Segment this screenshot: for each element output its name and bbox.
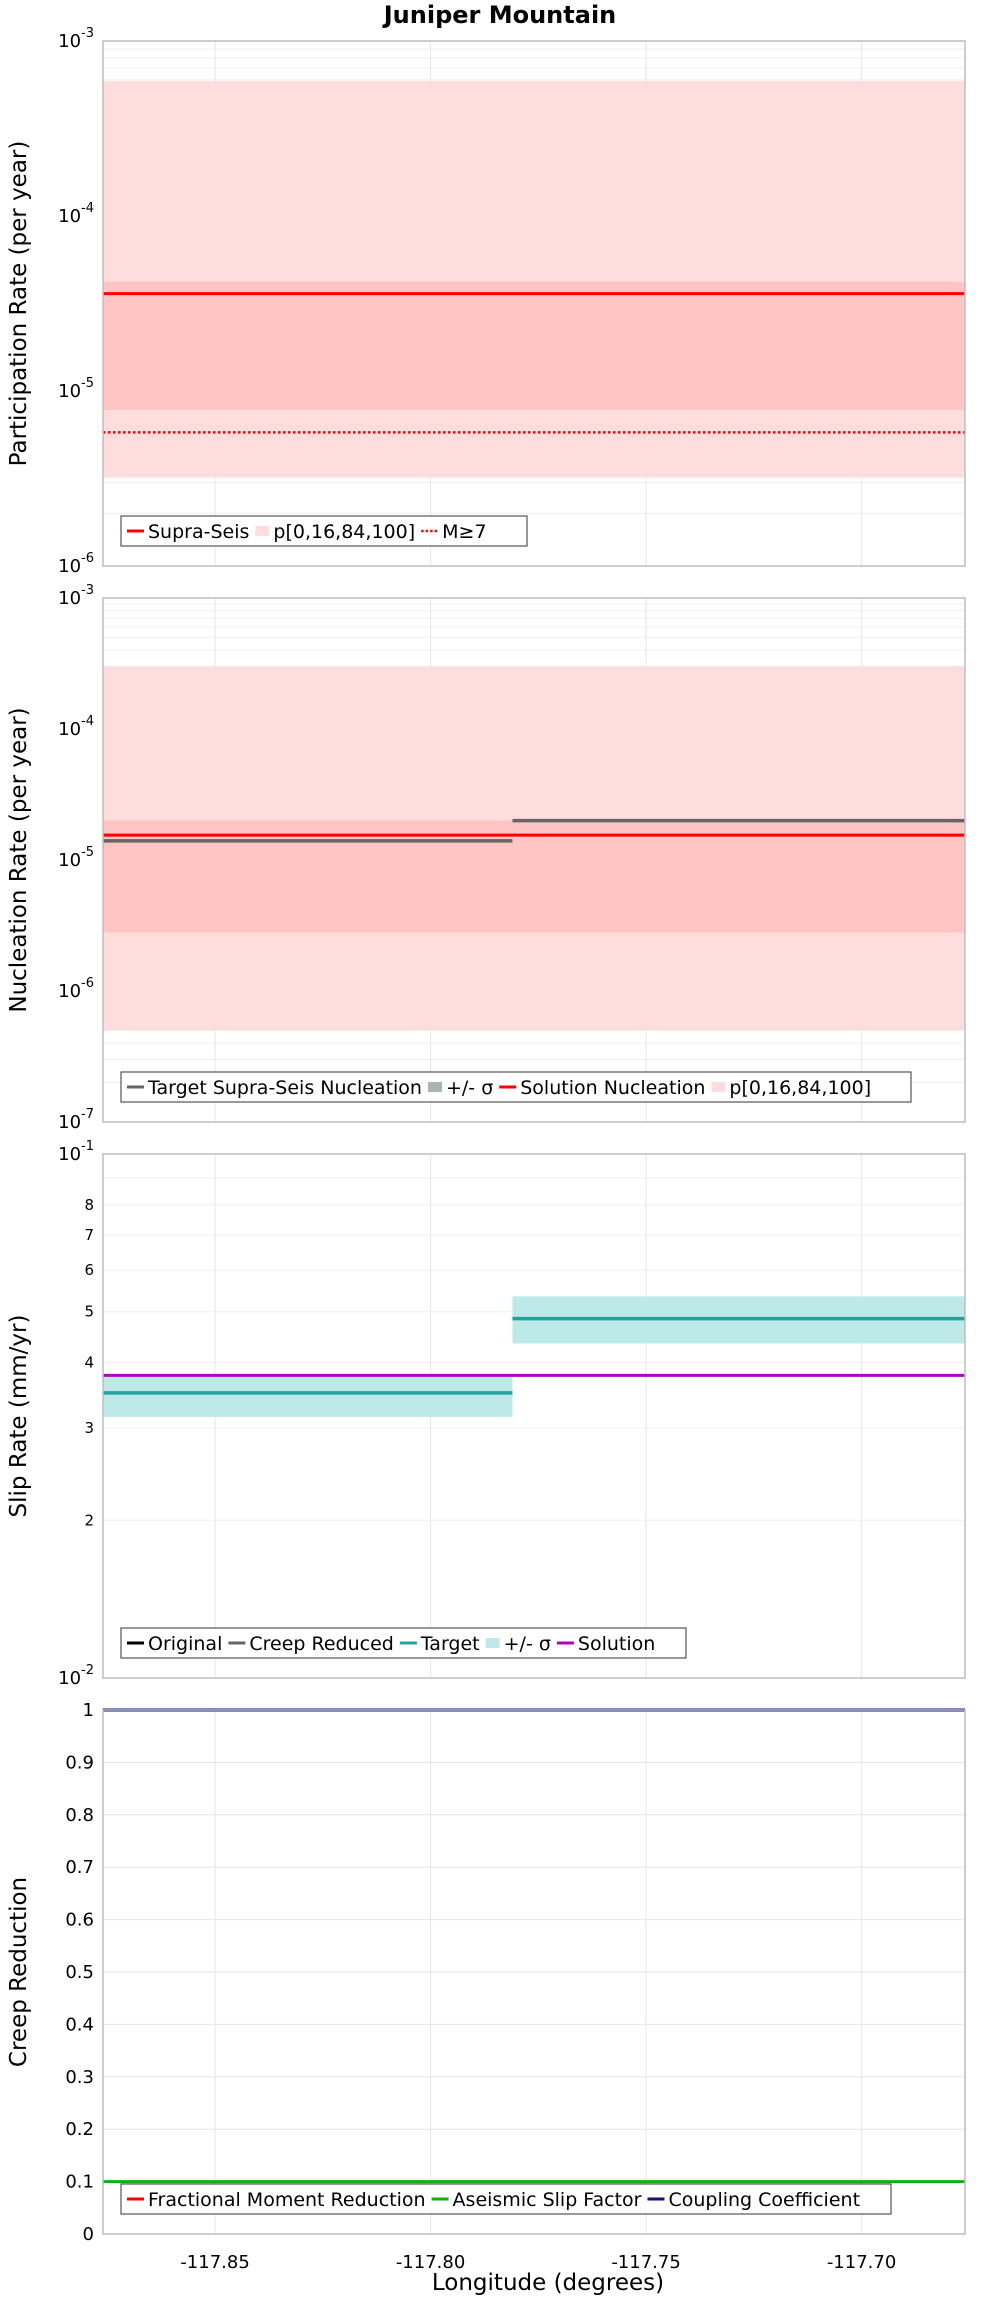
legend-label: Target Supra-Seis Nucleation bbox=[147, 1077, 422, 1099]
y-tick-base: 10 bbox=[58, 381, 81, 402]
x-tick-label: -117.85 bbox=[180, 2252, 249, 2273]
y-minor-tick-label: 4 bbox=[84, 1354, 94, 1372]
plot-frame bbox=[102, 1709, 966, 2235]
y-tick-exponent: -7 bbox=[81, 1107, 94, 1122]
y-tick-label: 0.5 bbox=[65, 1962, 94, 1983]
x-tick-label: -117.80 bbox=[396, 2252, 465, 2273]
y-tick-base: 10 bbox=[58, 556, 81, 577]
y-tick-exponent: -5 bbox=[81, 845, 94, 860]
chart-title: Juniper Mountain bbox=[382, 1, 617, 29]
y-tick-base: 10 bbox=[58, 1144, 81, 1165]
y-tick-label: 0.6 bbox=[65, 1910, 94, 1931]
plot-frame bbox=[102, 40, 966, 567]
y-tick-label: 10-6 bbox=[58, 551, 94, 577]
legend-label: +/- σ bbox=[446, 1077, 493, 1099]
y-minor-tick-label: 8 bbox=[84, 1196, 94, 1214]
y-tick-label: 10-7 bbox=[58, 1107, 94, 1133]
y-tick-exponent: -3 bbox=[81, 26, 94, 41]
x-tick-label: -117.70 bbox=[827, 2252, 896, 2273]
band-5 bbox=[103, 820, 965, 933]
y-tick-base: 10 bbox=[58, 1112, 81, 1133]
y-tick-label: 10-5 bbox=[58, 376, 94, 402]
y-tick-label: 1 bbox=[83, 1700, 94, 1721]
legend-label: Supra-Seis bbox=[148, 521, 249, 543]
y-tick-label: 10-4 bbox=[58, 714, 94, 740]
plot-frame bbox=[102, 1153, 966, 1679]
y-tick-label: 0.7 bbox=[65, 1857, 94, 1878]
y-tick-exponent: -5 bbox=[81, 376, 94, 391]
y-tick-label: 10-5 bbox=[58, 845, 94, 871]
legend-swatch bbox=[711, 1082, 726, 1092]
y-axis-label: Participation Rate (per year) bbox=[6, 141, 32, 467]
y-tick-label: 10-3 bbox=[58, 583, 94, 609]
y-tick-label: 0 bbox=[83, 2224, 94, 2245]
y-tick-base: 10 bbox=[58, 850, 81, 871]
legend-label: Target bbox=[420, 1633, 480, 1655]
legend-label: Creep Reduced bbox=[249, 1633, 393, 1655]
legend-box bbox=[120, 515, 528, 547]
y-tick-exponent: -2 bbox=[81, 1663, 94, 1678]
y-axis-label: Nucleation Rate (per year) bbox=[6, 707, 32, 1012]
y-tick-label: 0.1 bbox=[65, 2172, 94, 2193]
x-axis-label: Longitude (degrees) bbox=[432, 2270, 664, 2296]
y-tick-exponent: -4 bbox=[81, 714, 94, 729]
y-axis-label: Creep Reduction bbox=[6, 1877, 32, 2067]
y-tick-label: 0.4 bbox=[65, 2014, 94, 2035]
legend-swatch bbox=[427, 1082, 442, 1092]
y-tick-base: 10 bbox=[58, 981, 81, 1002]
y-minor-tick-label: 3 bbox=[84, 1419, 94, 1437]
y-tick-label: 10-4 bbox=[58, 201, 94, 227]
y-minor-tick-label: 7 bbox=[84, 1226, 94, 1244]
legend-label: Fractional Moment Reduction bbox=[148, 2189, 426, 2211]
y-tick-label: 0.2 bbox=[65, 2119, 94, 2140]
legend-swatch bbox=[255, 526, 270, 536]
y-minor-tick-label: 5 bbox=[84, 1303, 94, 1321]
band-2 bbox=[103, 81, 965, 478]
y-tick-exponent: -3 bbox=[81, 583, 94, 598]
y-tick-base: 10 bbox=[58, 1668, 81, 1689]
legend-label: +/- σ bbox=[504, 1633, 551, 1655]
legend-label: p[0,16,84,100] bbox=[273, 521, 415, 543]
y-tick-base: 10 bbox=[58, 206, 81, 227]
y-tick-label: 0.9 bbox=[65, 1752, 94, 1773]
band-4-1 bbox=[103, 1374, 513, 1417]
y-axis-label: Slip Rate (mm/yr) bbox=[6, 1315, 32, 1518]
legend-label: Solution Nucleation bbox=[520, 1077, 705, 1099]
y-tick-label: 10-3 bbox=[58, 26, 94, 52]
band-3 bbox=[103, 281, 965, 410]
legend-label: Coupling Coefficient bbox=[668, 2189, 860, 2211]
legend-label: Original bbox=[148, 1633, 222, 1655]
legend-box bbox=[120, 2183, 892, 2215]
y-tick-exponent: -4 bbox=[81, 201, 94, 216]
legend-label: p[0,16,84,100] bbox=[729, 1077, 871, 1099]
panel-4: 0 0.1 0.2 0.3 0.4 0.5 0.6 0.7 0.8 0.9 1 Creep Reduc… bbox=[6, 1700, 966, 2273]
x-tick-label: -117.75 bbox=[611, 2252, 680, 2273]
y-tick-base: 10 bbox=[58, 588, 81, 609]
y-tick-exponent: -6 bbox=[81, 976, 94, 991]
y-tick-label: 0.8 bbox=[65, 1805, 94, 1826]
y-tick-exponent: -1 bbox=[81, 1139, 94, 1154]
y-tick-label: 10-2 bbox=[58, 1663, 94, 1689]
legend-label: Solution bbox=[578, 1633, 655, 1655]
legend-label: M≥7 bbox=[442, 521, 486, 543]
y-tick-label: 10-6 bbox=[58, 976, 94, 1002]
plot-frame bbox=[102, 597, 966, 1123]
y-tick-base: 10 bbox=[58, 31, 81, 52]
y-tick-label: 0.3 bbox=[65, 2067, 94, 2088]
legend-swatch bbox=[485, 1638, 500, 1648]
y-tick-exponent: -6 bbox=[81, 551, 94, 566]
y-tick-base: 10 bbox=[58, 719, 81, 740]
legend-label: Aseismic Slip Factor bbox=[453, 2189, 642, 2211]
y-tick-label: 10-1 bbox=[58, 1139, 94, 1165]
y-minor-tick-label: 6 bbox=[84, 1261, 94, 1279]
y-minor-tick-label: 2 bbox=[84, 1511, 94, 1529]
